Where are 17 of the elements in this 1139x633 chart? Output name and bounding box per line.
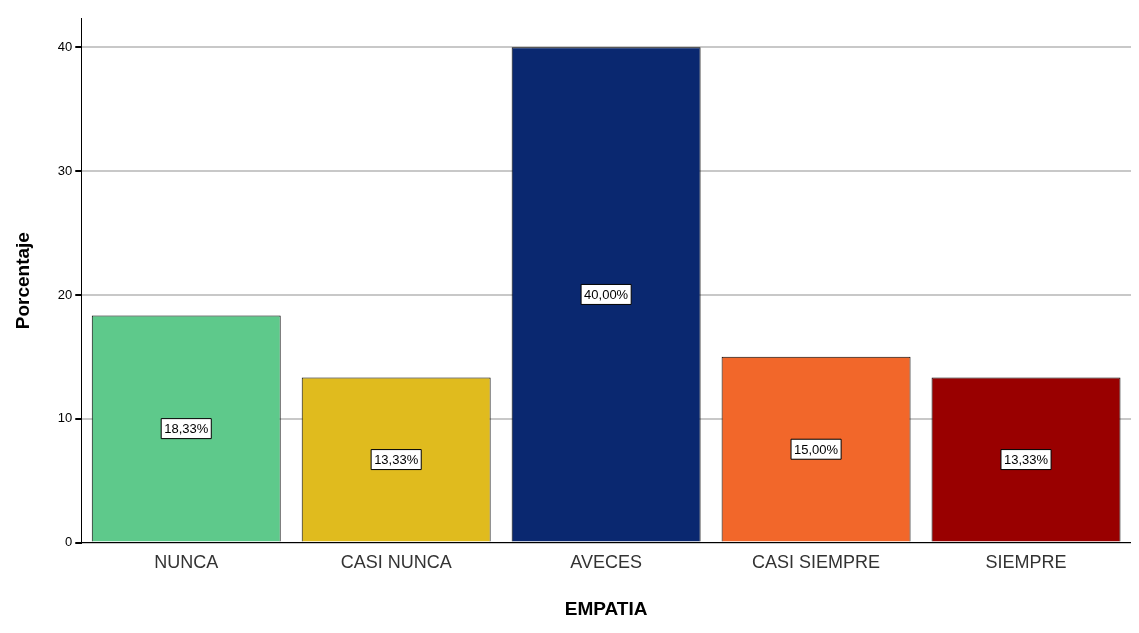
y-axis-title: Porcentaje xyxy=(11,232,33,330)
data-label: 40,00% xyxy=(584,287,629,303)
y-tick-label: 30 xyxy=(57,162,73,178)
y-tick-label: 10 xyxy=(57,410,73,426)
y-tick-label: 0 xyxy=(65,534,73,550)
y-tick-label: 20 xyxy=(57,286,73,302)
y-tick-label: 40 xyxy=(57,38,73,54)
data-label: 18,33% xyxy=(164,421,209,437)
data-label: 13,33% xyxy=(374,452,419,468)
x-tick-label: NUNCA xyxy=(154,552,219,573)
data-label: 15,00% xyxy=(794,441,839,457)
x-tick-label: CASI SIEMPRE xyxy=(752,552,881,573)
x-tick-label: CASI NUNCA xyxy=(340,552,452,573)
data-label: 13,33% xyxy=(1003,452,1049,468)
x-tick-label: SIEMPRE xyxy=(985,552,1067,573)
x-axis-title: EMPATIA xyxy=(564,597,648,619)
x-tick-label: AVECES xyxy=(570,552,642,573)
